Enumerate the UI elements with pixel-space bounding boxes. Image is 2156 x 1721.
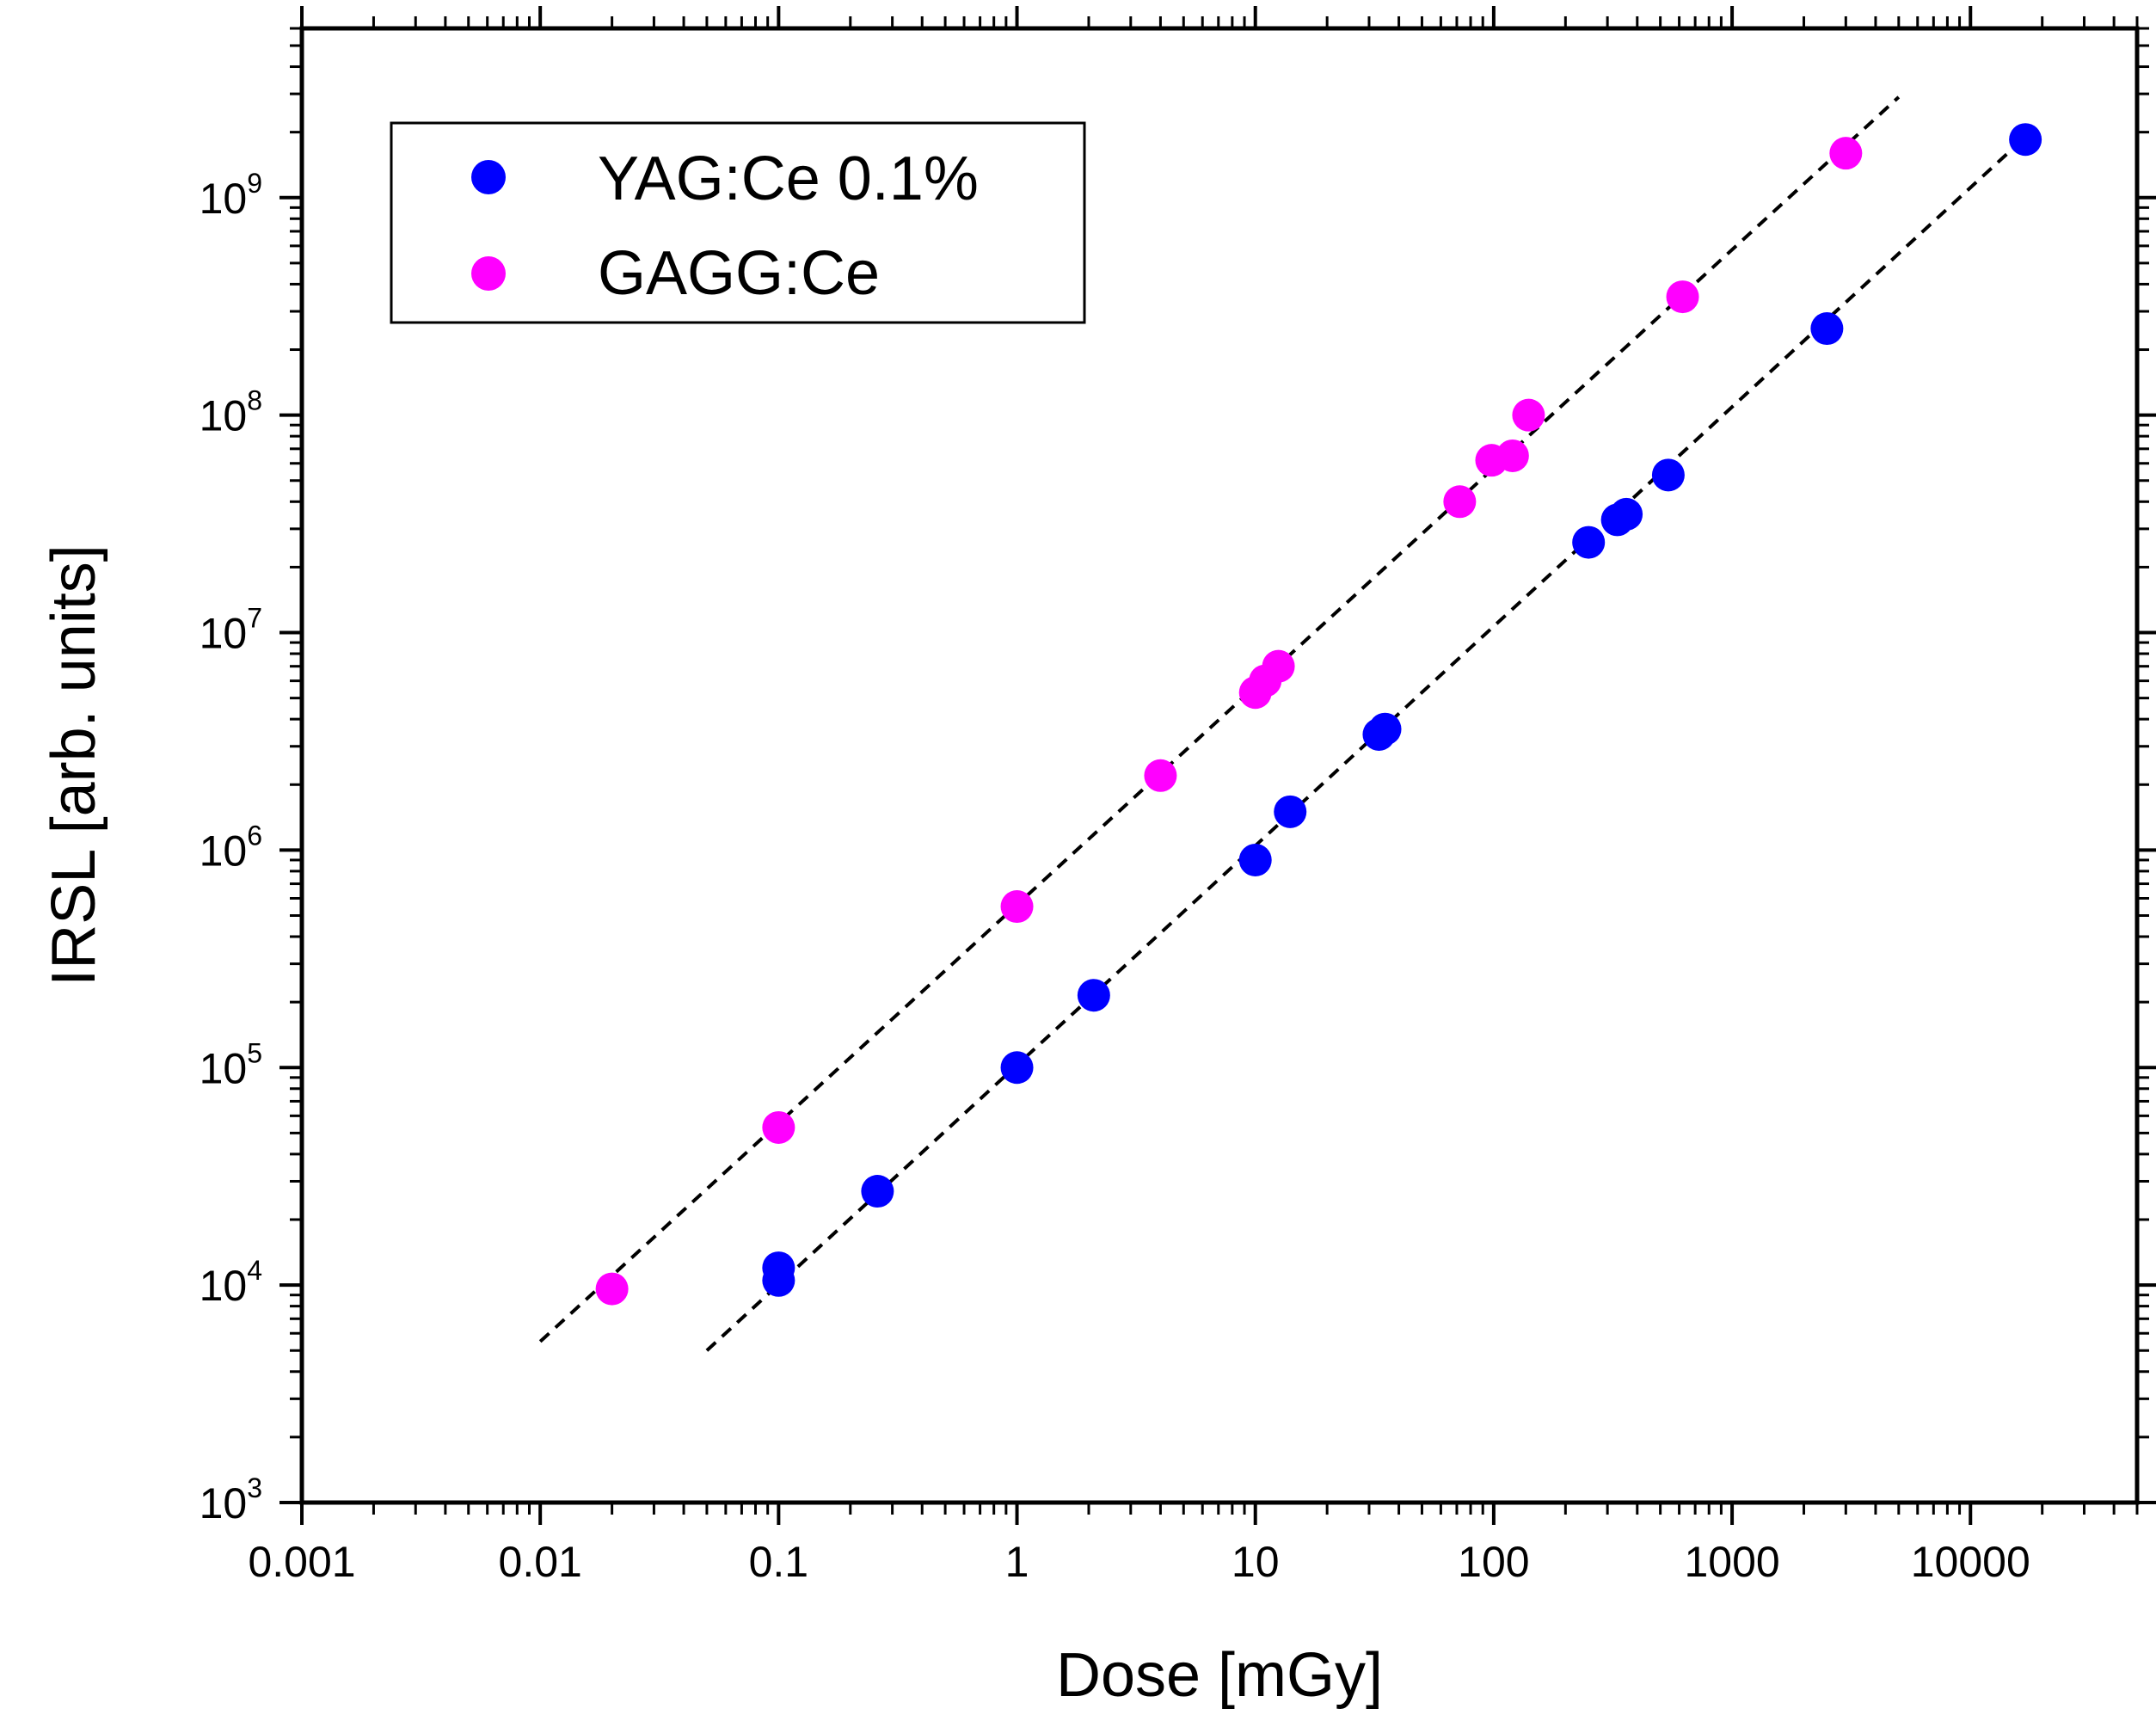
x-tick-label: 1 [1005, 1538, 1029, 1586]
legend-marker-yag [471, 160, 506, 194]
data-point [1000, 890, 1034, 924]
x-tick-label: 0.1 [749, 1538, 809, 1586]
y-tick-label: 105 [200, 1037, 262, 1092]
data-point [1572, 526, 1606, 559]
y-tick-exponent: 8 [247, 385, 262, 416]
y-tick-base: 10 [200, 1262, 248, 1310]
y-tick-exponent: 5 [247, 1037, 262, 1068]
y-tick-base: 10 [200, 1044, 248, 1092]
data-point [1238, 843, 1272, 876]
y-tick-base: 10 [200, 175, 248, 223]
data-points [595, 123, 2042, 1306]
y-tick-label: 103 [200, 1472, 262, 1527]
axis-ticks [279, 6, 2156, 1525]
data-point [762, 1251, 795, 1285]
y-tick-base: 10 [200, 610, 248, 658]
data-point [1829, 137, 1863, 170]
y-tick-label: 107 [200, 603, 262, 658]
x-tick-label: 100 [1458, 1538, 1529, 1586]
x-tick-label: 10000 [1911, 1538, 2030, 1586]
legend-box [390, 121, 1086, 324]
data-point [1651, 458, 1685, 492]
x-tick-label: 0.001 [248, 1538, 355, 1586]
data-point [1262, 649, 1295, 683]
legend-marker-gagg [471, 256, 506, 291]
data-point [1496, 439, 1529, 472]
x-tick-label: 1000 [1684, 1538, 1779, 1586]
data-point [1144, 759, 1177, 792]
y-tick-label: 106 [200, 820, 262, 875]
y-tick-exponent: 4 [247, 1255, 262, 1286]
y-tick-base: 10 [200, 827, 248, 875]
y-tick-exponent: 7 [247, 603, 262, 634]
data-point [2009, 123, 2042, 157]
data-point [1512, 398, 1545, 432]
data-point [762, 1110, 795, 1144]
data-point [1274, 795, 1307, 828]
y-tick-base: 10 [200, 1479, 248, 1527]
y-tick-label: 104 [200, 1255, 262, 1310]
data-point [1610, 497, 1643, 531]
x-axis-title: Dose [mGy] [1056, 1641, 1383, 1710]
legend-label-yag: YAG:Ce 0.1% [598, 144, 979, 213]
data-point [1077, 979, 1110, 1012]
y-tick-label: 108 [200, 385, 262, 440]
y-tick-exponent: 9 [247, 168, 262, 199]
data-point [1368, 712, 1402, 746]
y-tick-exponent: 6 [247, 820, 262, 851]
y-tick-base: 10 [200, 392, 248, 440]
data-point [1443, 485, 1477, 519]
y-tick-label: 109 [200, 168, 262, 223]
data-point [1810, 312, 1844, 346]
legend-label-gagg: GAGG:Ce [598, 239, 880, 308]
data-point [595, 1272, 629, 1306]
y-tick-exponent: 3 [247, 1472, 262, 1503]
y-axis-title: IRSL [arb. units] [40, 544, 108, 987]
legend: YAG:Ce 0.1% GAGG:Ce [390, 121, 1086, 324]
x-tick-labels: 0.001 0.01 0.1 1 10 100 1000 10000 [248, 1538, 2030, 1586]
x-tick-label: 0.01 [499, 1538, 582, 1586]
x-tick-label: 10 [1232, 1538, 1280, 1586]
data-point [1000, 1051, 1034, 1085]
data-point [1666, 280, 1699, 314]
data-point [861, 1175, 894, 1208]
